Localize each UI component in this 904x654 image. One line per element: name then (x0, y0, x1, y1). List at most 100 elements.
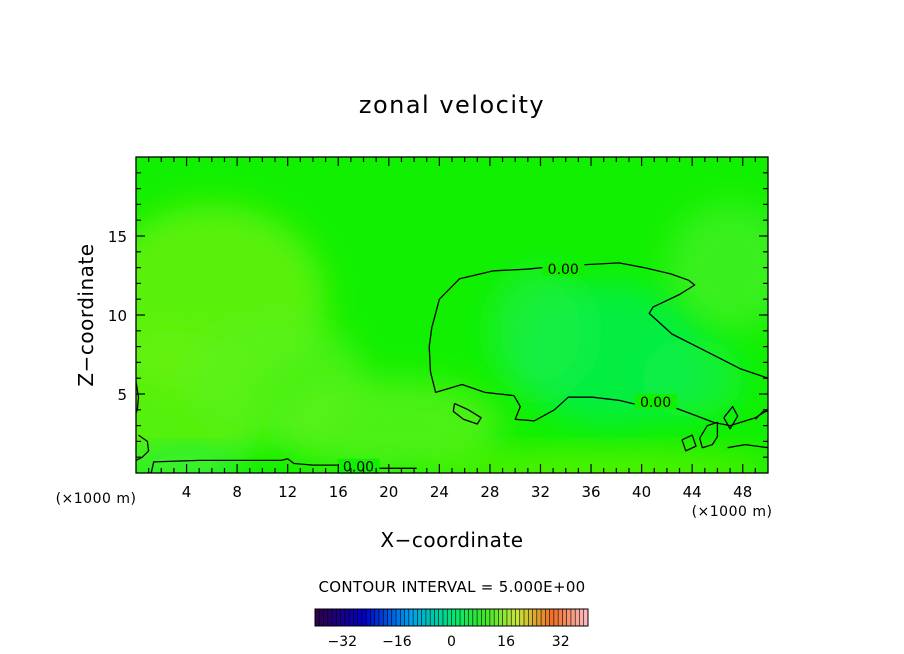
field-patch (666, 204, 768, 331)
colorbar-swatch (327, 609, 333, 626)
contour-line (754, 410, 768, 420)
colorbar-swatch (315, 609, 320, 626)
x-tick-label: 36 (581, 483, 600, 501)
field-patch (136, 450, 250, 473)
colorbar-swatch (396, 609, 401, 626)
colorbar-swatch (425, 609, 431, 626)
colorbar-swatch (464, 609, 469, 626)
x-tick-label: 8 (232, 483, 242, 501)
colorbar-swatch (323, 609, 328, 626)
contour-line (428, 268, 768, 427)
colorbar-swatch (383, 609, 388, 626)
y-axis-label: Z−coordinate (74, 243, 98, 386)
x-tick-label: 16 (329, 483, 348, 501)
contour-label-background (337, 458, 380, 474)
colorbar-swatch (506, 609, 512, 626)
contour-line (723, 405, 739, 430)
colorbar-tick-label: −32 (328, 634, 358, 650)
colorbar-swatch (566, 609, 572, 626)
colorbar-swatch (413, 609, 418, 626)
y-axis: 5 10 15 (108, 172, 768, 458)
contour-labels: 0.000.000.00 (337, 261, 677, 476)
x-unit-label-left: (×1000 m) (56, 491, 137, 507)
colorbar-swatch (481, 609, 486, 626)
colorbar-tick-label: −16 (382, 634, 412, 650)
y-tick-label: 10 (108, 307, 127, 325)
colorbar-swatch (374, 609, 380, 626)
x-tick-label: 28 (480, 483, 499, 501)
x-axis: 4 8 12 16 20 24 28 32 36 40 44 48 (148, 157, 756, 501)
contour-label: 0.00 (640, 395, 671, 411)
field-patch (426, 452, 768, 473)
colorbar-swatch (536, 609, 542, 626)
colorbar-swatch (532, 609, 538, 626)
colorbar-swatch (447, 609, 452, 626)
x-tick-label: 48 (733, 483, 752, 501)
colorbar-swatch (545, 609, 550, 626)
colorbar-frame (314, 608, 589, 627)
colorbar-swatch (553, 609, 559, 626)
colorbar-swatch (387, 609, 392, 626)
x-tick-label: 12 (278, 483, 297, 501)
colorbar-swatch (468, 609, 474, 626)
colorbar-swatch (477, 609, 482, 626)
x-tick-label: 4 (182, 483, 192, 501)
chart-title: zonal velocity (359, 91, 545, 119)
colorbar-swatch (562, 609, 567, 626)
colorbar-swatch (438, 609, 444, 626)
colorbar-swatch (583, 609, 589, 626)
colorbar-swatch (434, 609, 439, 626)
colorbar-swatch (404, 609, 410, 626)
colorbar-swatch (558, 609, 563, 626)
contour-label-background (542, 261, 585, 277)
colorbar-swatch (519, 609, 525, 626)
colorbar-swatch (332, 609, 337, 626)
colorbar-swatch (502, 609, 508, 626)
y-tick-label: 15 (108, 228, 127, 246)
colorbar-swatch (515, 609, 520, 626)
plot-area: 0.000.000.00 (135, 156, 769, 476)
colorbar-swatch (579, 609, 584, 626)
colorbar-swatch (451, 609, 456, 626)
contour-line (699, 421, 719, 449)
colorbar-swatch (408, 609, 414, 626)
colorbar-swatch (430, 609, 435, 626)
colorbar-swatch (455, 609, 461, 626)
contour-line (727, 443, 768, 449)
colorbar-swatch (472, 609, 478, 626)
colorbar-swatch (357, 609, 363, 626)
contour-line (681, 434, 697, 452)
colorbar-tick-label: 0 (447, 634, 456, 650)
contour-label-background (634, 393, 677, 409)
colorbar-swatch (400, 609, 405, 626)
field-patches (136, 204, 768, 473)
field-patch (275, 378, 503, 473)
colorbar-swatch (489, 609, 495, 626)
colorbar-swatch (353, 609, 358, 626)
colorbar-swatch (442, 609, 448, 626)
x-tick-label: 20 (379, 483, 398, 501)
x-axis-label: X−coordinate (380, 528, 523, 552)
field-patch (489, 267, 592, 394)
x-unit-label-right: (×1000 m) (692, 504, 773, 520)
colorbar-swatch (575, 609, 580, 626)
colorbar-swatch (340, 609, 346, 626)
colorbar-swatch (541, 609, 546, 626)
colorbar-swatch (366, 609, 371, 626)
x-tick-label: 24 (430, 483, 449, 501)
colorbar-swatch (417, 609, 422, 626)
contour-line (452, 402, 482, 425)
colorbar-swatch (460, 609, 465, 626)
colorbar-swatch (421, 609, 427, 626)
colorbar-title: CONTOUR INTERVAL = 5.000E+00 (318, 578, 585, 596)
colorbar-swatch (511, 609, 516, 626)
colorbar-swatch (524, 609, 529, 626)
colorbar-swatch (344, 609, 350, 626)
colorbar-swatch (349, 609, 354, 626)
contour-line (526, 262, 768, 379)
colorbar-swatch (549, 609, 555, 626)
colorbar-swatch (570, 609, 576, 626)
colorbar-swatch (494, 609, 499, 626)
colorbar-swatch (498, 609, 503, 626)
contour-label: 0.00 (548, 262, 579, 278)
